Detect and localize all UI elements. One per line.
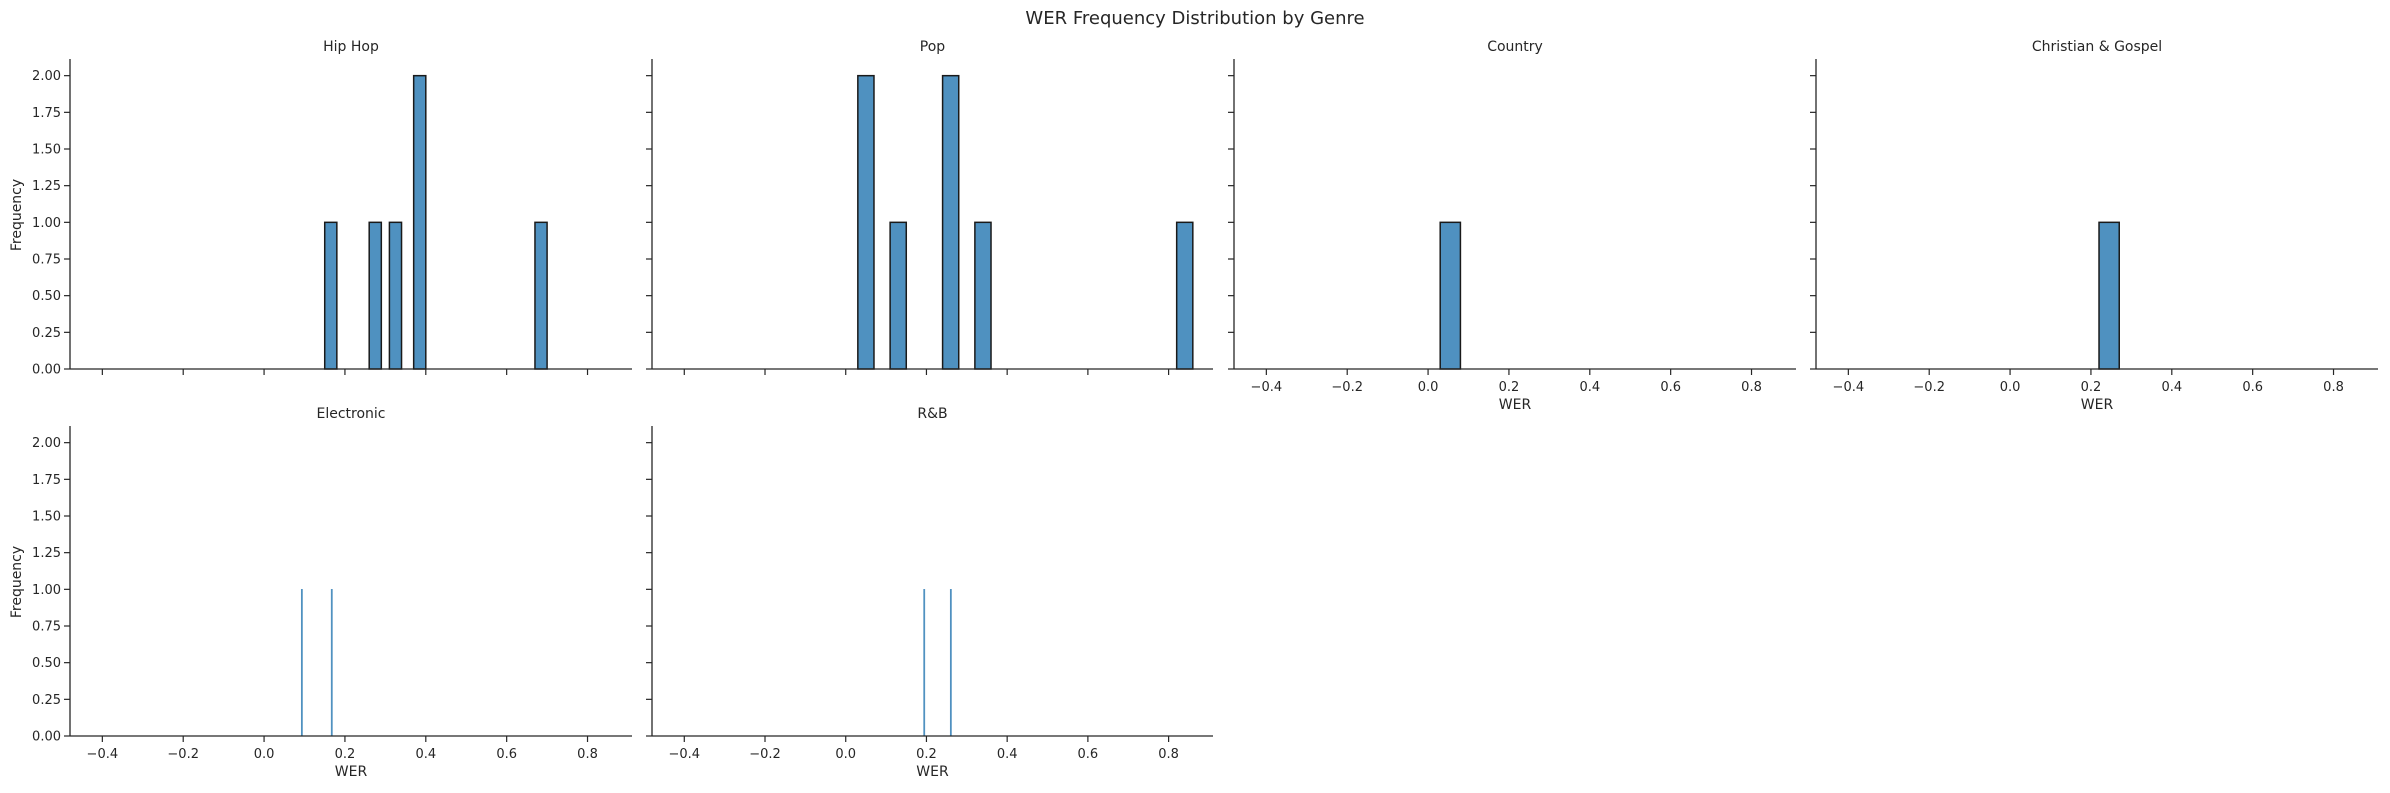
y-tick-label: 1.00 xyxy=(32,583,61,598)
histogram-bar xyxy=(2098,221,2120,370)
y-tick-label: 0.50 xyxy=(32,289,61,304)
panel-title: R&B xyxy=(917,406,947,422)
x-tick-label: 0.6 xyxy=(1078,747,1099,762)
x-tick-label: −0.4 xyxy=(668,747,700,762)
x-tick-label: 0.4 xyxy=(1579,380,1600,395)
x-tick-label: 0.2 xyxy=(2081,380,2102,395)
x-tick-label: −0.2 xyxy=(749,747,781,762)
y-tick-label: 1.50 xyxy=(32,143,61,158)
x-tick-label: 0.0 xyxy=(835,747,856,762)
y-tick-label: 0.00 xyxy=(32,730,61,745)
y-tick-label: 1.00 xyxy=(32,216,61,231)
x-tick-label: −0.4 xyxy=(1251,380,1283,395)
x-tick-label: 0.8 xyxy=(1158,747,1179,762)
histogram-bar xyxy=(974,221,992,370)
y-tick-label: 1.75 xyxy=(32,106,61,121)
panel-title: Christian & Gospel xyxy=(2032,39,2162,55)
panel-title: Hip Hop xyxy=(323,39,379,55)
histogram-bar xyxy=(889,221,908,370)
y-tick-label: 0.00 xyxy=(32,363,61,378)
x-tick-label: −0.2 xyxy=(1331,380,1363,395)
x-axis-label: WER xyxy=(335,764,368,780)
x-tick-label: −0.4 xyxy=(87,747,119,762)
panel-pop: Pop xyxy=(646,39,1213,375)
histogram-bar xyxy=(330,589,333,737)
histogram-bar xyxy=(949,589,952,737)
x-tick-label: −0.2 xyxy=(1913,380,1945,395)
x-tick-label: 0.8 xyxy=(2323,380,2344,395)
x-tick-label: 0.2 xyxy=(1499,380,1520,395)
histogram-bar xyxy=(368,221,383,370)
y-tick-label: 0.75 xyxy=(32,253,61,268)
x-tick-label: 0.4 xyxy=(415,747,436,762)
y-tick-label: 0.25 xyxy=(32,693,61,708)
x-tick-label: 0.6 xyxy=(496,747,517,762)
x-tick-label: 0.6 xyxy=(1660,380,1681,395)
x-tick-label: −0.4 xyxy=(1833,380,1865,395)
y-tick-label: 1.25 xyxy=(32,179,61,194)
x-tick-label: −0.2 xyxy=(167,747,199,762)
panel-title: Country xyxy=(1487,39,1543,55)
x-tick-label: 0.0 xyxy=(2000,380,2021,395)
x-tick-label: 0.0 xyxy=(254,747,275,762)
histogram-bar xyxy=(923,589,926,737)
y-tick-label: 0.75 xyxy=(32,620,61,635)
x-tick-label: 0.8 xyxy=(577,747,598,762)
histogram-bar xyxy=(857,74,875,370)
x-tick-label: 0.2 xyxy=(916,747,937,762)
y-tick-label: 2.00 xyxy=(32,436,61,451)
x-axis-label: WER xyxy=(916,764,949,780)
histogram-bar xyxy=(323,221,338,370)
y-tick-label: 1.25 xyxy=(32,546,61,561)
x-axis-label: WER xyxy=(1499,397,1532,413)
figure-title: WER Frequency Distribution by Genre xyxy=(1025,8,1364,29)
x-tick-label: 0.2 xyxy=(335,747,356,762)
x-tick-label: 0.0 xyxy=(1418,380,1439,395)
y-tick-label: 1.50 xyxy=(32,510,61,525)
histogram-bar xyxy=(300,589,303,737)
panel-country: Country −0.4 −0.2 0.0 0.2 0.4 0.6 0.8 WER xyxy=(1228,39,1796,413)
y-tick-label: 0.25 xyxy=(32,326,61,341)
x-axis-label: WER xyxy=(2081,397,2114,413)
panel-electronic: Electronic −0.4 −0.2 0.0 0.2 0.4 0.6 0.8 0.00 0.2… xyxy=(9,406,632,780)
panel-r-b: R&B −0.4 −0.2 0.0 0.2 0.4 0.6 0.8 WER xyxy=(646,406,1213,780)
histogram-bar xyxy=(534,221,548,370)
panel-title: Pop xyxy=(920,39,946,55)
x-tick-label: 0.4 xyxy=(997,747,1018,762)
y-tick-label: 0.50 xyxy=(32,656,61,671)
panel-title: Electronic xyxy=(316,406,385,422)
y-axis-label: Frequency xyxy=(9,546,25,618)
x-tick-label: 0.4 xyxy=(2161,380,2182,395)
y-tick-label: 1.75 xyxy=(32,473,61,488)
histogram-bar xyxy=(1439,221,1462,370)
panel-christian-gospel: Christian & Gospel −0.4 −0.2 0.0 0.2 0.4 0.6 0.… xyxy=(1810,39,2378,413)
histogram-bar xyxy=(941,74,960,370)
histogram-bar xyxy=(388,221,403,370)
x-tick-label: 0.8 xyxy=(1741,380,1762,395)
x-tick-label: 0.6 xyxy=(2242,380,2263,395)
panel-hip-hop: Hip Hop 0.00 0.25 0.50 0.75 1.00 1.25 1.50 1.75 2… xyxy=(9,39,632,378)
y-tick-label: 2.00 xyxy=(32,69,61,84)
histogram-bar xyxy=(412,74,427,370)
histogram-bar xyxy=(1175,221,1194,370)
y-axis-label: Frequency xyxy=(9,179,25,251)
